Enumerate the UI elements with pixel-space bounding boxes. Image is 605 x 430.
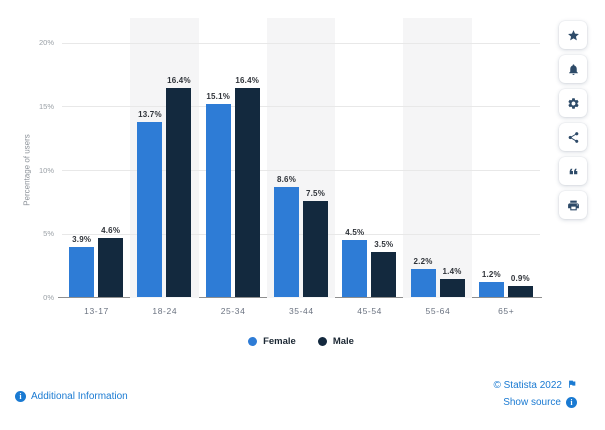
x-axis-label: 13-17 (84, 306, 109, 316)
copyright-label: © Statista 2022 (493, 380, 562, 391)
value-label: 13.7% (138, 110, 162, 120)
statista-copyright-link[interactable]: © Statista 2022 (493, 379, 577, 392)
bar-male-18-24 (166, 87, 192, 297)
toolbar (559, 21, 587, 219)
value-label: 4.6% (101, 226, 121, 236)
x-axis-label: 65+ (498, 306, 515, 316)
y-tick-label: 10% (38, 165, 54, 175)
star-icon (567, 29, 579, 40)
value-label: 2.2% (413, 256, 433, 266)
gridline (62, 106, 540, 108)
value-label: 4.5% (345, 227, 365, 237)
x-axis-label: 55-64 (425, 306, 451, 316)
bell-icon (568, 63, 578, 75)
x-axis-label: 35-44 (288, 306, 314, 316)
gridline (62, 233, 540, 235)
share-icon (568, 131, 578, 143)
y-tick-label: 20% (38, 38, 54, 47)
plot-band (403, 18, 472, 298)
x-axis-label: 18-24 (152, 306, 178, 316)
info-icon: i (566, 397, 577, 408)
share-button[interactable] (559, 123, 587, 151)
legend-label: Female (263, 336, 296, 347)
show-source-link[interactable]: Show source i (503, 397, 577, 408)
y-tick-label: 15% (38, 101, 54, 111)
value-label: 8.6% (276, 175, 297, 185)
value-label: 15.1% (206, 92, 231, 102)
info-icon: i (15, 391, 26, 402)
bar-male-55-64 (439, 279, 465, 297)
value-label: 1.2% (481, 269, 501, 279)
value-label: 3.9% (72, 235, 92, 245)
settings-button[interactable] (559, 89, 587, 117)
bar-male-25-34 (234, 87, 260, 297)
value-label: 16.4% (235, 75, 260, 85)
legend-dot (248, 337, 258, 346)
favorite-button[interactable] (559, 21, 587, 49)
cite-button[interactable] (559, 157, 587, 185)
value-label: 1.4% (442, 267, 462, 277)
y-tick-label: 5% (43, 229, 54, 239)
legend: Female Male (62, 336, 540, 347)
bar-female-13-17 (69, 247, 95, 297)
additional-information-label: Additional Information (31, 391, 128, 402)
legend-label: Male (332, 336, 354, 347)
bar-male-65+ (507, 285, 533, 297)
source-links: © Statista 2022 Show source i (493, 379, 577, 408)
bar-female-45-54 (342, 239, 368, 297)
quote-icon (569, 168, 577, 174)
gridline (62, 170, 540, 171)
bar-male-45-54 (371, 252, 397, 297)
print-button[interactable] (559, 191, 587, 219)
x-axis-label: 25-34 (220, 306, 246, 316)
x-axis-label: 45-54 (357, 306, 383, 316)
gridline (62, 42, 540, 44)
value-label: 7.5% (305, 189, 326, 199)
legend-item-male[interactable]: Male (317, 336, 354, 347)
gear-icon (567, 97, 579, 109)
legend-item-female[interactable]: Female (248, 336, 296, 347)
bar-female-35-44 (274, 187, 299, 297)
legend-dot (317, 337, 327, 346)
y-tick-label: 0% (43, 293, 54, 302)
alert-button[interactable] (559, 55, 587, 83)
flag-icon (567, 379, 577, 392)
bar-female-55-64 (410, 268, 436, 297)
bar-male-35-44 (303, 201, 328, 297)
bar-female-65+ (478, 281, 504, 297)
plot-area: 3.9% 4.6% 13-17 13.7% 16.4% 18-24 15.1% 16.4% 25… (58, 18, 542, 316)
value-label: 3.5% (374, 240, 394, 250)
value-label: 0.9% (510, 273, 530, 283)
printer-icon (567, 200, 579, 210)
value-label: 16.4% (167, 75, 191, 85)
bar-male-13-17 (98, 238, 124, 297)
bar-female-18-24 (137, 122, 163, 297)
bar-female-25-34 (205, 104, 231, 297)
additional-information-link[interactable]: i Additional Information (15, 391, 128, 402)
show-source-label: Show source (503, 397, 561, 408)
